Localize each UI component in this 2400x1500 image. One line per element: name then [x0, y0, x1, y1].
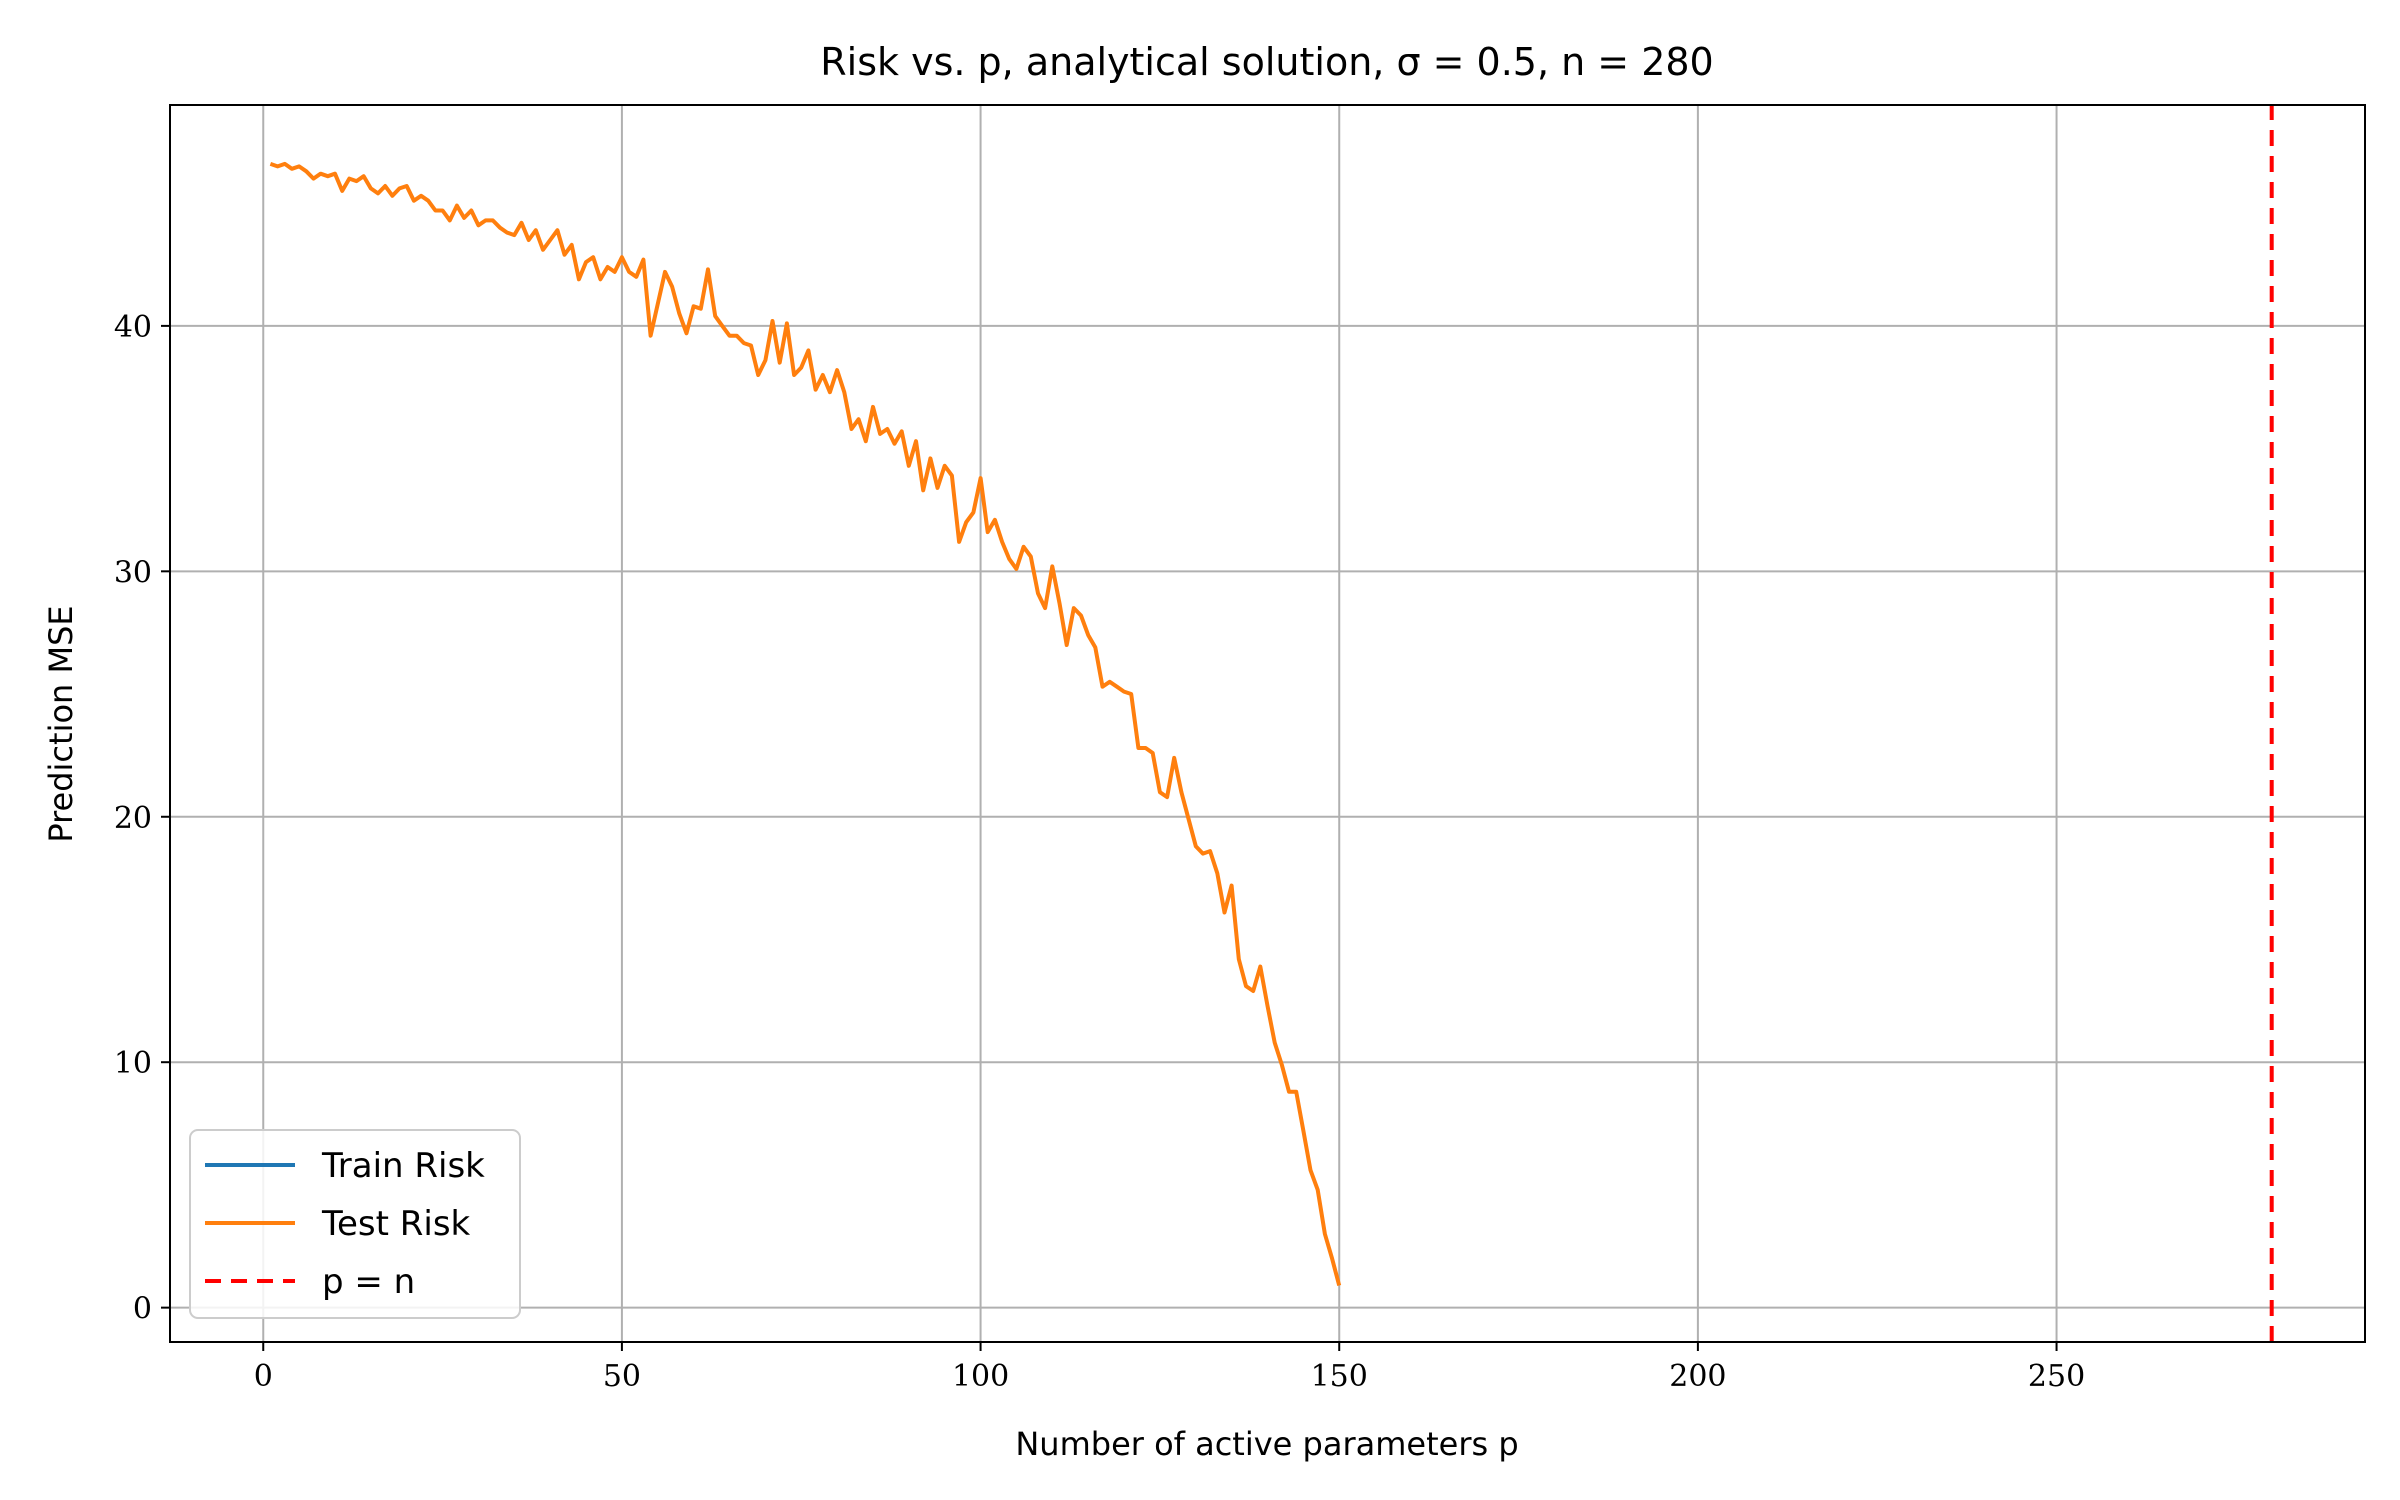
grid	[170, 105, 2365, 1342]
y-tick-label: 0	[133, 1292, 152, 1327]
x-tick-label: 250	[2028, 1359, 2085, 1394]
legend-label-train-risk: Train Risk	[321, 1146, 485, 1186]
x-tick-label: 50	[603, 1359, 641, 1394]
legend-label-test-risk: Test Risk	[321, 1204, 471, 1244]
x-tick-label: 200	[1669, 1359, 1726, 1394]
x-tick-label: 0	[254, 1359, 273, 1394]
x-tick-label: 100	[952, 1359, 1009, 1394]
y-tick-label: 40	[114, 310, 152, 345]
axis-ticks: 0 50 100 150 200 250 0 10 20 30 40	[114, 310, 2085, 1394]
y-tick-label: 20	[114, 801, 152, 836]
plot-series	[269, 105, 2274, 1342]
x-tick-label: 150	[1311, 1359, 1368, 1394]
y-tick-label: 10	[114, 1046, 152, 1081]
plot-frame	[169, 104, 2366, 1343]
test-risk-line	[269, 161, 1342, 1287]
legend: Train Risk Test Risk p = n	[189, 1129, 521, 1319]
x-axis-label: Number of active parameters p	[1015, 1425, 1518, 1463]
y-axis-label: Prediction MSE	[42, 605, 80, 842]
legend-label-p-equals-n: p = n	[322, 1262, 415, 1302]
chart-title: Risk vs. p, analytical solution, σ = 0.5…	[820, 40, 1713, 84]
y-tick-label: 30	[114, 555, 152, 590]
legend-box	[189, 1129, 521, 1319]
